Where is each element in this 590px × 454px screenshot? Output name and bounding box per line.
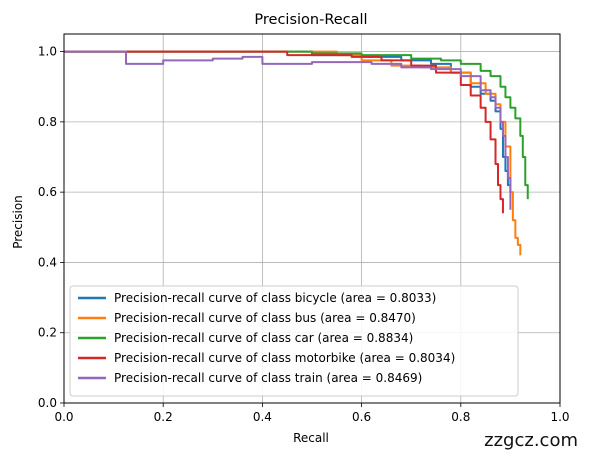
- x-tick-label-3: 0.6: [352, 410, 371, 424]
- y-tick-label-1: 0.2: [38, 326, 57, 340]
- y-tick-label-4: 0.8: [38, 115, 57, 129]
- legend-label-2: Precision-recall curve of class car (are…: [114, 331, 413, 345]
- series-line-4: [64, 50, 512, 210]
- y-tick-label-5: 1.0: [38, 45, 57, 59]
- series-layer: [64, 50, 529, 256]
- axis-ticks: 0.0 0.2 0.4 0.6 0.8 1.0 0.0 0.2 0.4 0.6 0.8 1.0: [38, 45, 570, 424]
- y-axis-label: Precision: [11, 195, 25, 249]
- x-tick-label-4: 0.8: [451, 410, 470, 424]
- x-axis-label: Recall: [293, 431, 329, 445]
- plot-frame: [63, 33, 561, 404]
- x-tick-label-0: 0.0: [54, 410, 73, 424]
- chart-title: Precision-Recall: [254, 12, 367, 28]
- legend: Precision-recall curve of class bicycle …: [69, 285, 519, 397]
- legend-label-1: Precision-recall curve of class bus (are…: [114, 311, 416, 325]
- y-tick-label-3: 0.6: [38, 185, 57, 199]
- y-tick-label-0: 0.0: [38, 396, 57, 410]
- series-line-3: [64, 50, 504, 214]
- x-tick-label-5: 1.0: [550, 410, 569, 424]
- legend-label-3: Precision-recall curve of class motorbik…: [114, 351, 455, 365]
- series-line-2: [64, 50, 529, 200]
- legend-label-0: Precision-recall curve of class bicycle …: [114, 291, 436, 305]
- x-tick-label-1: 0.2: [154, 410, 173, 424]
- series-line-1: [64, 50, 522, 256]
- x-tick-label-2: 0.4: [253, 410, 272, 424]
- watermark-text: zzgcz.com: [482, 430, 580, 451]
- y-tick-label-2: 0.4: [38, 255, 57, 269]
- legend-label-4: Precision-recall curve of class train (a…: [114, 371, 422, 385]
- legend-box: [69, 285, 519, 397]
